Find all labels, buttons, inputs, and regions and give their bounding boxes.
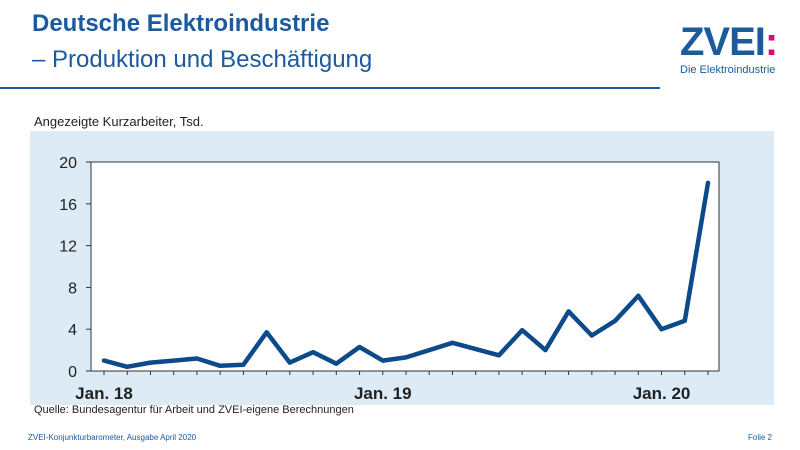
data-point xyxy=(589,333,594,338)
data-point xyxy=(287,360,292,365)
y-tick-label: 4 xyxy=(68,322,77,339)
logo-tagline: Die Elektroindustrie xyxy=(680,64,776,76)
data-point xyxy=(543,348,548,353)
x-tick-label: Jan. 20 xyxy=(633,384,691,403)
data-point xyxy=(520,328,525,333)
data-point xyxy=(706,180,710,185)
y-tick-label: 8 xyxy=(68,280,77,297)
y-tick-label: 0 xyxy=(68,364,77,381)
data-point xyxy=(566,309,571,314)
data-point xyxy=(334,361,339,366)
data-point xyxy=(450,340,455,345)
y-tick-label: 12 xyxy=(59,239,77,256)
data-point xyxy=(102,358,106,363)
source-note: Quelle: Bundesagentur für Arbeit und ZVE… xyxy=(34,404,354,416)
data-point xyxy=(404,355,408,360)
chart-panel: 0 4 8 12 16 20 Jan. 18 Jan. 19 Jan. 20 xyxy=(30,131,774,405)
data-point xyxy=(194,356,199,361)
data-point xyxy=(496,353,501,358)
header-divider xyxy=(0,87,660,89)
page-subtitle: – Produktion und Beschäftigung xyxy=(32,46,373,73)
data-point xyxy=(380,358,385,363)
data-point xyxy=(659,327,664,332)
footer-slide-number: Folie 2 xyxy=(747,433,772,442)
x-tick-label: Jan. 19 xyxy=(354,384,412,403)
data-point xyxy=(125,364,130,369)
y-tick-label: 20 xyxy=(59,155,77,172)
data-point xyxy=(613,318,618,323)
data-point xyxy=(241,362,246,367)
plot-area xyxy=(90,161,720,372)
data-point xyxy=(171,358,176,363)
data-point xyxy=(148,360,153,365)
logo-mark: ZVEI: xyxy=(680,20,778,64)
data-point xyxy=(357,344,362,349)
data-point xyxy=(218,363,223,368)
zvei-logo: ZVEI: Die Elektroindustrie xyxy=(680,22,790,82)
chart-caption: Angezeigte Kurzarbeiter, Tsd. xyxy=(34,114,204,129)
data-point xyxy=(311,350,316,355)
y-tick-label: 16 xyxy=(59,197,77,214)
data-point xyxy=(264,330,269,335)
footer-edition: ZVEI-Konjunkturbarometer, Ausgabe April … xyxy=(28,433,197,442)
x-tick-label: Jan. 18 xyxy=(75,384,133,403)
line-chart: 0 4 8 12 16 20 Jan. 18 Jan. 19 Jan. 20 xyxy=(59,155,720,403)
data-point xyxy=(682,318,687,323)
page-title: Deutsche Elektroindustrie xyxy=(32,10,330,37)
data-point xyxy=(473,347,478,352)
data-point xyxy=(427,348,432,353)
data-point xyxy=(636,293,641,298)
